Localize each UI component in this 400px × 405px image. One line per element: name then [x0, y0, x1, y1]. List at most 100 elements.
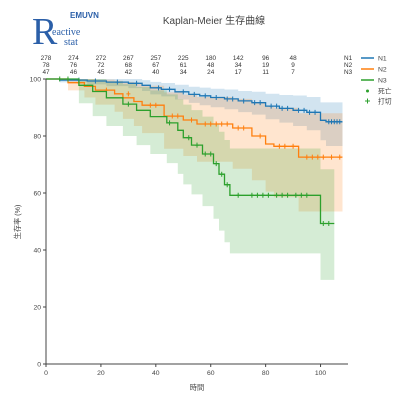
risk-count-n3: 40: [152, 69, 160, 76]
censor-mark-n2: [304, 154, 309, 160]
risk-count-n3: 11: [262, 69, 269, 76]
legend-symbol-death: [366, 89, 369, 93]
censor-mark-n2: [258, 133, 263, 139]
censor-mark-n2: [310, 154, 315, 160]
censor-mark-n1: [214, 95, 219, 101]
censor-mark-n3: [293, 192, 298, 198]
censor-mark-n1: [302, 107, 307, 113]
censor-mark-n2: [277, 143, 282, 149]
survival-line-n3: [46, 78, 335, 225]
censor-mark-n2: [219, 121, 224, 127]
risk-count-n1: 225: [178, 55, 189, 62]
censor-mark-n3: [285, 192, 290, 198]
legend-label-n3: N3: [378, 77, 387, 84]
censor-mark-n3: [236, 192, 241, 198]
risk-count-n1: 278: [41, 55, 52, 62]
censor-mark-n3: [214, 161, 219, 167]
risk-table: 278 274 272 267 257 225 180 142 96 48 N1 78 76 72 68 67…: [41, 55, 353, 76]
risk-count-n2: 76: [70, 62, 78, 69]
y-tick-label: 60: [33, 190, 41, 197]
censor-mark-n2: [148, 102, 153, 108]
censor-mark-n1: [252, 100, 257, 106]
censor-mark-n3: [326, 220, 331, 226]
risk-count-n3: 17: [235, 69, 243, 76]
risk-count-n2: 72: [97, 62, 105, 69]
logo-line2: stat: [64, 37, 78, 48]
censor-mark-n3: [65, 76, 70, 82]
censor-mark-n1: [258, 100, 263, 106]
censor-mark-n1: [307, 109, 312, 115]
logo-top-text: EMUVN: [70, 11, 99, 20]
censor-mark-n1: [225, 96, 230, 102]
censor-mark-n3: [167, 120, 172, 126]
censor-mark-n3: [225, 182, 230, 188]
censor-mark-n3: [266, 192, 271, 198]
risk-count-n2: 34: [235, 62, 243, 69]
risk-count-n2: 67: [152, 62, 160, 69]
risk-count-n3: 46: [70, 69, 78, 76]
x-axis-label: 時間: [190, 383, 204, 392]
legend-label-n2: N2: [378, 66, 387, 73]
censor-mark-n2: [175, 113, 180, 119]
censor-mark-n3: [280, 192, 285, 198]
censor-mark-n2: [337, 154, 342, 160]
risk-count-n3: 34: [180, 69, 188, 76]
censor-mark-n2: [321, 154, 326, 160]
censor-mark-n2: [315, 154, 320, 160]
risk-count-n1: 180: [205, 55, 216, 62]
censor-mark-n1: [313, 109, 318, 115]
censor-mark-n3: [255, 192, 260, 198]
censor-mark-n2: [189, 117, 194, 123]
censor-mark-n1: [285, 105, 290, 111]
logo-line1: eactive: [52, 27, 81, 38]
logo-big-letter: R: [32, 11, 58, 48]
censor-mark-n3: [208, 151, 213, 157]
axes: 0 20 40 60 80 100 0 20 40 60 80 100: [30, 76, 348, 377]
risk-count-n3: 45: [97, 69, 105, 76]
y-tick-label: 80: [33, 133, 41, 140]
risk-count-n2: 78: [42, 62, 50, 69]
censor-mark-n2: [241, 125, 246, 131]
censor-mark-n3: [260, 192, 265, 198]
legend-label-censor: 打切: [378, 96, 392, 105]
censor-mark-n2: [203, 121, 208, 127]
risk-count-n1: 274: [68, 55, 79, 62]
censor-mark-n2: [225, 121, 230, 127]
chart-title: Kaplan-Meier 生存曲線: [163, 14, 265, 27]
censor-mark-n1: [337, 119, 342, 125]
censor-mark-n2: [208, 121, 213, 127]
risk-count-n2: 9: [291, 62, 295, 69]
censor-mark-n1: [274, 103, 279, 109]
censor-mark-n3: [203, 151, 208, 157]
legend-symbol-censor: [365, 98, 370, 104]
censor-mark-n2: [126, 91, 131, 97]
legend-label-n1: N1: [378, 55, 387, 62]
legend-label-death: 死亡: [378, 86, 392, 95]
plot-area: [46, 76, 343, 280]
risk-count-n1: 272: [96, 55, 107, 62]
censor-mark-n2: [236, 125, 241, 131]
censor-mark-n1: [181, 89, 186, 95]
risk-count-n3: 24: [207, 69, 215, 76]
survival-line-n2: [46, 78, 343, 158]
x-tick-label: 0: [44, 370, 48, 377]
censor-mark-n3: [195, 142, 199, 148]
reactive-stat-logo: EMUVN R eactive stat: [32, 11, 99, 48]
y-axis-label: 生存率 (%): [13, 205, 22, 240]
ci-band-n3: [46, 79, 335, 280]
risk-row-label-n2: N2: [344, 62, 353, 69]
censor-mark-n1: [192, 91, 197, 97]
risk-count-n2: 68: [125, 62, 133, 69]
risk-count-n3: 42: [125, 69, 133, 76]
y-tick-label: 20: [33, 304, 41, 311]
censor-mark-n2: [170, 113, 175, 119]
censor-mark-n3: [249, 192, 254, 198]
censor-mark-n1: [203, 93, 208, 99]
censor-mark-n1: [241, 98, 246, 104]
censor-mark-n1: [156, 85, 161, 91]
risk-row-label-n3: N3: [344, 69, 353, 76]
x-tick-label: 80: [262, 370, 270, 377]
censor-mark-n1: [280, 105, 285, 111]
